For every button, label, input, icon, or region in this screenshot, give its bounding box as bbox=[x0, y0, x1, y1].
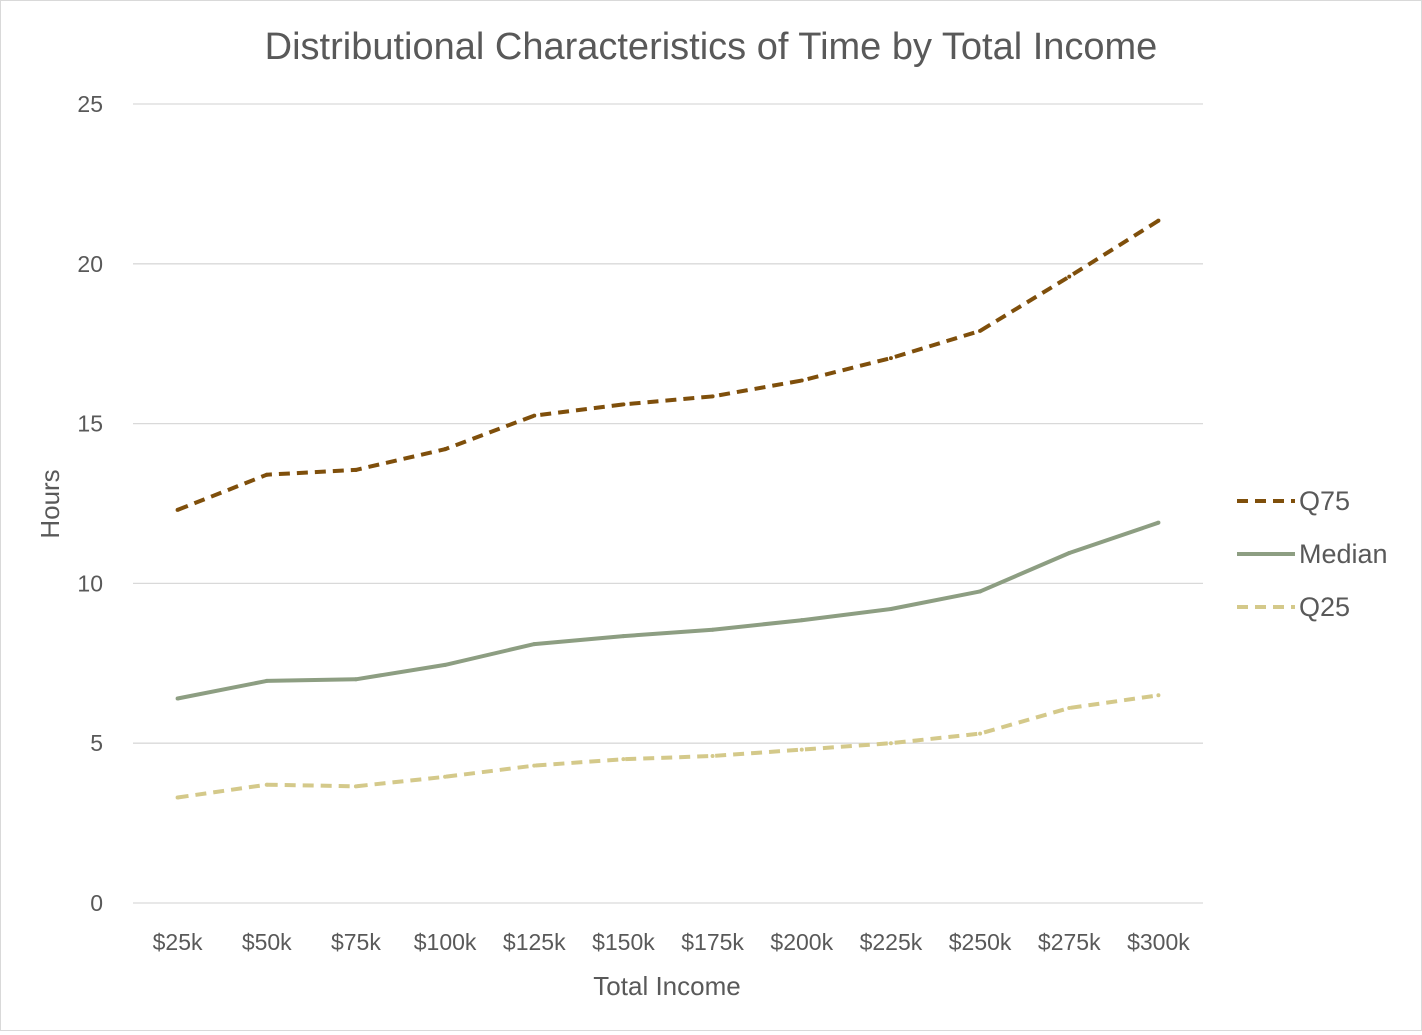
data-point-q75 bbox=[532, 413, 537, 418]
y-tick-label: 25 bbox=[77, 91, 103, 117]
data-point-median bbox=[621, 634, 626, 639]
x-tick-label: $175k bbox=[681, 929, 744, 955]
data-point-median bbox=[1067, 551, 1072, 556]
x-tick-label: $25k bbox=[153, 929, 203, 955]
x-tick-label: $150k bbox=[592, 929, 655, 955]
data-point-q75 bbox=[1067, 274, 1072, 279]
data-point-q75 bbox=[264, 472, 269, 477]
data-point-median bbox=[710, 627, 715, 632]
x-tick-label: $50k bbox=[242, 929, 292, 955]
x-tick-label: $100k bbox=[414, 929, 477, 955]
series-line-q25 bbox=[177, 693, 1159, 800]
x-tick-label: $275k bbox=[1038, 929, 1101, 955]
data-point-q25 bbox=[175, 795, 180, 800]
data-point-q75 bbox=[799, 378, 804, 383]
x-axis-ticks: $25k $50k $75k $100k $125k $150k $175k $200k $22… bbox=[153, 929, 1191, 955]
data-point-q25 bbox=[710, 753, 715, 758]
data-point-median bbox=[1156, 520, 1161, 525]
data-point-q25 bbox=[443, 774, 448, 779]
x-tick-label: $250k bbox=[949, 929, 1012, 955]
chart-title: Distributional Characteristics of Time b… bbox=[265, 26, 1158, 68]
data-point-median bbox=[978, 589, 983, 594]
data-point-q25 bbox=[353, 784, 358, 789]
data-point-q25 bbox=[978, 731, 983, 736]
data-point-q25 bbox=[1156, 693, 1161, 698]
data-point-median bbox=[888, 606, 893, 611]
x-tick-label: $300k bbox=[1127, 929, 1190, 955]
data-point-median bbox=[532, 642, 537, 647]
y-axis-title: Hours bbox=[35, 469, 65, 538]
y-tick-label: 5 bbox=[90, 730, 103, 756]
data-point-median bbox=[175, 696, 180, 701]
data-point-q25 bbox=[264, 782, 269, 787]
data-point-q25 bbox=[799, 747, 804, 752]
data-point-median bbox=[443, 662, 448, 667]
legend-label-q75: Q75 bbox=[1299, 486, 1350, 516]
y-axis-ticks: 0 5 10 15 20 25 bbox=[77, 91, 103, 916]
data-point-median bbox=[353, 677, 358, 682]
y-tick-label: 10 bbox=[77, 570, 103, 596]
data-point-q75 bbox=[710, 394, 715, 399]
data-point-q75 bbox=[978, 328, 983, 333]
data-point-q25 bbox=[532, 763, 537, 768]
data-point-median bbox=[264, 678, 269, 683]
legend-label-q25: Q25 bbox=[1299, 592, 1350, 622]
gridlines bbox=[133, 103, 1203, 904]
x-tick-label: $75k bbox=[331, 929, 381, 955]
legend-label-median: Median bbox=[1299, 539, 1388, 569]
data-point-median bbox=[799, 618, 804, 623]
legend: Q75 Median Q25 bbox=[1237, 486, 1388, 622]
series-line-q75 bbox=[176, 219, 1160, 512]
data-point-q75 bbox=[1156, 218, 1161, 223]
x-axis-title: Total Income bbox=[593, 971, 740, 1001]
data-point-q75 bbox=[888, 356, 893, 361]
data-point-q25 bbox=[1067, 706, 1072, 711]
y-tick-label: 20 bbox=[77, 251, 103, 277]
y-tick-label: 0 bbox=[90, 890, 103, 916]
series-lines bbox=[175, 218, 1161, 800]
series-line-median bbox=[177, 520, 1160, 701]
x-tick-label: $225k bbox=[860, 929, 923, 955]
data-point-q75 bbox=[443, 447, 448, 452]
data-point-q25 bbox=[621, 757, 626, 762]
data-point-q75 bbox=[175, 507, 180, 512]
data-point-q75 bbox=[353, 467, 358, 472]
y-tick-label: 15 bbox=[77, 411, 103, 437]
x-tick-label: $125k bbox=[503, 929, 566, 955]
data-point-q25 bbox=[888, 741, 893, 746]
x-tick-label: $200k bbox=[770, 929, 833, 955]
data-point-q75 bbox=[621, 402, 626, 407]
